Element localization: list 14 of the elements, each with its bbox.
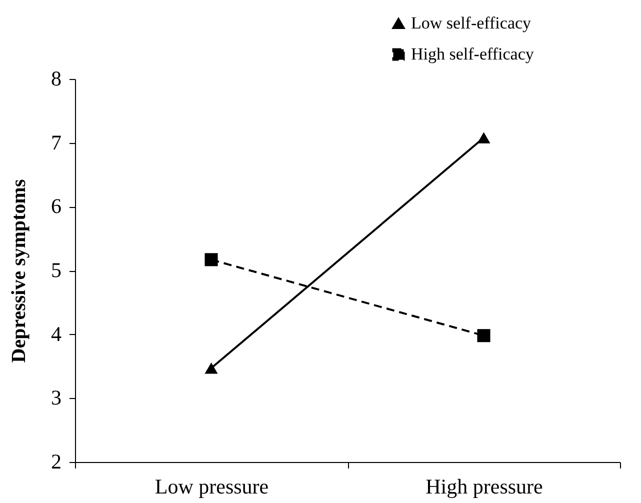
y-axis-title: Depressive symptoms xyxy=(8,179,30,363)
y-tick-label: 8 xyxy=(51,66,62,90)
legend-label: High self-efficacy xyxy=(411,44,534,64)
y-tick-label: 7 xyxy=(51,130,62,154)
y-tick-label: 2 xyxy=(51,450,62,474)
y-tick-label: 6 xyxy=(51,194,62,218)
y-tick-label: 3 xyxy=(51,386,62,410)
point xyxy=(204,253,218,266)
legend-label: Low self-efficacy xyxy=(411,14,532,32)
y-tick-label: 5 xyxy=(51,258,62,282)
x-tick-label: High pressure xyxy=(426,474,543,498)
x-tick-label: Low pressure xyxy=(154,474,269,498)
point xyxy=(477,329,490,342)
y-tick-label: 4 xyxy=(51,322,62,346)
